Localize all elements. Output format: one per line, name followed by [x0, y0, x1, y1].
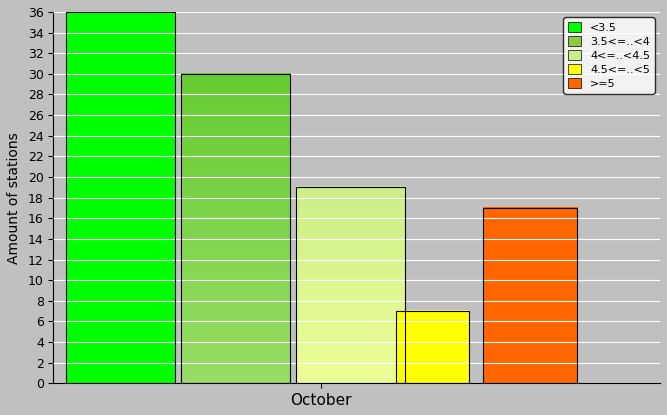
- Bar: [296, 187, 406, 383]
- Bar: [483, 208, 577, 383]
- Bar: [396, 311, 469, 383]
- Bar: [181, 74, 290, 383]
- Legend: <3.5, 3.5<=..<4, 4<=..<4.5, 4.5<=..<5, >=5: <3.5, 3.5<=..<4, 4<=..<4.5, 4.5<=..<5, >…: [564, 17, 654, 94]
- Y-axis label: Amount of stations: Amount of stations: [7, 132, 21, 264]
- Bar: [65, 12, 175, 383]
